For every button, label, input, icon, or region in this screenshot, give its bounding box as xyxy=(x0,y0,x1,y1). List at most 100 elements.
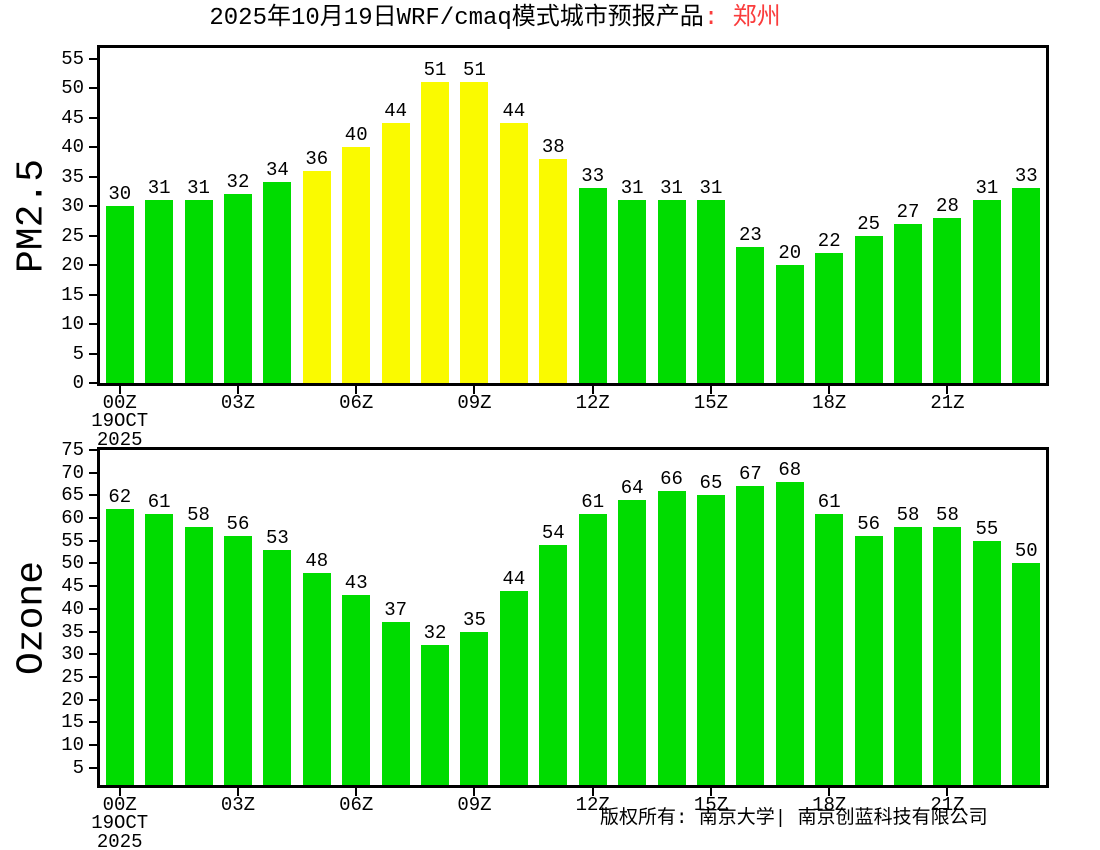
forecast-bar xyxy=(421,645,450,785)
x-date-label: 19OCT xyxy=(91,410,149,432)
x-axis-tick xyxy=(118,386,121,394)
y-tick-label: 30 xyxy=(61,195,84,218)
bar-value-label: 68 xyxy=(778,458,802,481)
y-axis-tick xyxy=(89,449,97,451)
bar-value-label: 53 xyxy=(265,526,289,549)
y-tick-label: 50 xyxy=(61,77,84,100)
x-tick-label: 03Z xyxy=(220,794,256,816)
bar-value-label: 31 xyxy=(699,177,723,200)
y-tick-label: 5 xyxy=(72,342,84,365)
x-tick-label: 00Z xyxy=(102,392,137,414)
forecast-bar xyxy=(105,206,134,383)
y-axis-tick xyxy=(89,766,97,769)
y-tick-label: 10 xyxy=(61,313,84,336)
forecast-bar xyxy=(1012,563,1041,785)
page-title-city: : 郑州 xyxy=(703,5,781,32)
pm25-chart: 0 5 10 15 20 25 30 35 40 45 50 55 30 31 31 32 34 36 40 44 51… xyxy=(61,45,1049,450)
bar-value-label: 58 xyxy=(936,504,959,527)
y-axis-tick xyxy=(89,539,97,542)
forecast-bar xyxy=(815,253,844,383)
y-tick-label: 15 xyxy=(61,711,84,734)
forecast-bar xyxy=(460,631,489,785)
x-tick-label: 06Z xyxy=(339,392,374,414)
forecast-bar xyxy=(854,235,883,383)
x-tick-label: 15Z xyxy=(693,392,729,414)
bar-value-label: 48 xyxy=(305,549,329,572)
y-tick-label: 40 xyxy=(61,597,84,620)
bar-value-label: 34 xyxy=(265,159,289,182)
forecast-bar xyxy=(381,123,410,383)
forecast-bar xyxy=(421,82,450,383)
x-tick-label: 12Z xyxy=(575,794,610,816)
y-axis-tick xyxy=(89,471,97,474)
bar-value-label: 62 xyxy=(108,486,132,508)
x-axis-tick xyxy=(236,386,239,394)
x-tick-label: 21Z xyxy=(930,392,965,414)
bar-value-label: 51 xyxy=(463,59,486,82)
bar-value-label: 37 xyxy=(384,599,408,622)
y-tick-label: 40 xyxy=(61,136,84,159)
page-title-text: 2025年10月19日WRF/cmaq模式城市预报产品 xyxy=(209,5,704,32)
y-axis-tick xyxy=(89,146,97,149)
forecast-bar xyxy=(539,545,568,785)
forecast-bar xyxy=(342,147,371,383)
y-tick-label: 20 xyxy=(61,688,84,711)
y-axis-tick xyxy=(89,653,97,656)
bar-value-label: 44 xyxy=(502,567,526,590)
forecast-bar xyxy=(145,513,174,785)
bar-value-label: 43 xyxy=(344,572,368,595)
forecast-bar xyxy=(302,170,331,383)
x-axis-tick xyxy=(355,386,358,394)
x-date-label: 19OCT xyxy=(91,812,149,834)
y-tick-label: 50 xyxy=(61,552,84,575)
bar-value-label: 31 xyxy=(147,177,171,200)
y-axis-tick xyxy=(89,562,97,565)
y-tick-label: 60 xyxy=(61,507,84,530)
forecast-bar xyxy=(223,536,252,785)
bar-value-label: 44 xyxy=(502,100,526,123)
y-tick-label: 65 xyxy=(61,484,84,507)
x-tick-label: 09Z xyxy=(457,392,492,414)
forecast-bar xyxy=(578,188,607,383)
x-tick-label: 03Z xyxy=(220,392,256,414)
forecast-bar xyxy=(578,513,607,785)
bar-value-label: 56 xyxy=(857,513,881,536)
y-tick-label: 35 xyxy=(61,620,84,643)
y-tick-label: 75 xyxy=(61,439,84,461)
forecast-bar xyxy=(342,595,371,785)
bar-value-label: 61 xyxy=(817,490,841,513)
bar-value-label: 55 xyxy=(975,517,999,540)
y-tick-label: 10 xyxy=(61,734,84,757)
ozone-chart: 5 10 15 20 25 30 35 40 45 50 55 60 65 70 75 62 61 58 56 53 4… xyxy=(61,440,1049,850)
x-tick-label: 12Z xyxy=(575,392,610,414)
forecast-bar xyxy=(696,495,725,785)
x-axis-tick xyxy=(473,386,476,394)
copyright-text: 版权所有: 南京大学| 南京创蓝科技有限公司 xyxy=(600,807,988,829)
forecast-bar xyxy=(302,572,331,785)
bar-value-label: 38 xyxy=(541,135,565,158)
x-date-label: 2025 xyxy=(96,831,143,850)
forecast-bar xyxy=(972,200,1001,383)
y-axis-tick xyxy=(89,205,97,208)
forecast-bar xyxy=(933,527,962,785)
forecast-bar xyxy=(618,499,647,785)
y-axis-tick xyxy=(89,607,97,610)
bar-value-label: 40 xyxy=(344,124,368,147)
bar-value-label: 32 xyxy=(423,622,447,645)
y-tick-label: 5 xyxy=(72,756,84,779)
bar-value-label: 28 xyxy=(936,194,959,217)
x-axis-tick xyxy=(709,386,712,394)
bar-value-label: 65 xyxy=(699,472,723,495)
y-tick-label: 55 xyxy=(61,529,84,552)
forecast-bar xyxy=(263,182,292,383)
forecast-bar xyxy=(1012,188,1041,383)
y-axis-tick xyxy=(89,744,97,747)
y-tick-label: 45 xyxy=(61,575,84,598)
bar-value-label: 50 xyxy=(1014,540,1038,563)
bar-value-label: 58 xyxy=(896,504,920,527)
y-tick-label: 70 xyxy=(61,461,84,484)
y-tick-label: 25 xyxy=(61,665,84,688)
bar-value-label: 54 xyxy=(541,522,565,545)
bar-value-label: 61 xyxy=(581,490,605,513)
